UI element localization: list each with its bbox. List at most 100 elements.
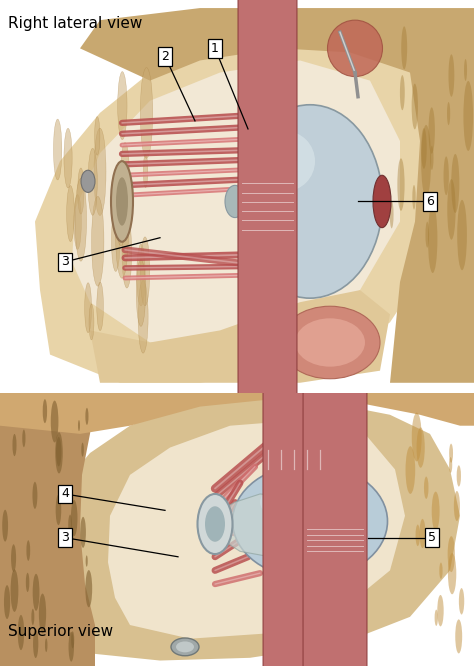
Ellipse shape <box>97 282 103 330</box>
Ellipse shape <box>45 638 47 652</box>
Ellipse shape <box>416 525 420 546</box>
Ellipse shape <box>78 420 80 431</box>
Ellipse shape <box>81 443 84 457</box>
Text: 3: 3 <box>61 255 69 268</box>
Ellipse shape <box>12 434 17 456</box>
Ellipse shape <box>397 159 405 211</box>
Polygon shape <box>72 61 400 342</box>
Polygon shape <box>0 393 474 434</box>
Ellipse shape <box>31 609 34 625</box>
Ellipse shape <box>43 399 47 423</box>
Ellipse shape <box>438 595 444 626</box>
Text: 1: 1 <box>211 42 219 55</box>
Ellipse shape <box>447 102 450 125</box>
Ellipse shape <box>260 483 330 521</box>
Ellipse shape <box>95 117 100 155</box>
Ellipse shape <box>255 131 315 191</box>
Ellipse shape <box>428 107 435 154</box>
Ellipse shape <box>390 200 393 228</box>
Ellipse shape <box>328 20 383 77</box>
Ellipse shape <box>454 491 460 521</box>
Ellipse shape <box>412 185 416 210</box>
Ellipse shape <box>448 553 456 594</box>
Ellipse shape <box>32 482 37 509</box>
Ellipse shape <box>417 428 425 468</box>
Ellipse shape <box>33 629 38 658</box>
Ellipse shape <box>85 283 91 333</box>
Ellipse shape <box>421 128 427 168</box>
Polygon shape <box>215 494 310 557</box>
Ellipse shape <box>449 444 453 463</box>
Polygon shape <box>390 20 474 383</box>
Ellipse shape <box>464 81 473 151</box>
Ellipse shape <box>22 430 26 447</box>
Text: 4: 4 <box>61 488 69 500</box>
Ellipse shape <box>116 177 128 226</box>
Text: Right lateral view: Right lateral view <box>8 16 142 31</box>
Ellipse shape <box>171 638 199 656</box>
Ellipse shape <box>85 570 92 607</box>
Ellipse shape <box>439 563 443 579</box>
Ellipse shape <box>111 161 133 242</box>
Ellipse shape <box>10 569 18 612</box>
Ellipse shape <box>225 185 245 218</box>
Ellipse shape <box>233 464 388 579</box>
Ellipse shape <box>122 218 132 288</box>
Ellipse shape <box>140 237 150 306</box>
FancyBboxPatch shape <box>263 0 337 666</box>
Polygon shape <box>80 8 474 81</box>
Ellipse shape <box>419 519 426 548</box>
Ellipse shape <box>80 517 86 548</box>
Ellipse shape <box>116 166 127 246</box>
Ellipse shape <box>51 400 58 442</box>
Text: 5: 5 <box>428 531 436 544</box>
Ellipse shape <box>430 146 434 170</box>
Ellipse shape <box>121 143 129 206</box>
Ellipse shape <box>86 555 88 567</box>
Ellipse shape <box>56 437 62 466</box>
Ellipse shape <box>85 408 89 425</box>
Polygon shape <box>0 398 95 666</box>
Ellipse shape <box>456 466 461 487</box>
Ellipse shape <box>426 222 429 248</box>
Ellipse shape <box>27 540 30 561</box>
Ellipse shape <box>69 632 74 661</box>
Ellipse shape <box>176 641 194 653</box>
Ellipse shape <box>448 55 454 97</box>
Text: 2: 2 <box>161 50 169 63</box>
Ellipse shape <box>54 119 62 180</box>
FancyBboxPatch shape <box>303 0 367 666</box>
Ellipse shape <box>457 200 467 270</box>
Ellipse shape <box>421 125 431 197</box>
FancyBboxPatch shape <box>238 0 297 666</box>
Ellipse shape <box>400 75 405 111</box>
Ellipse shape <box>455 619 462 653</box>
Ellipse shape <box>449 457 452 473</box>
Ellipse shape <box>71 631 74 648</box>
Ellipse shape <box>75 178 87 261</box>
Polygon shape <box>45 398 460 661</box>
Ellipse shape <box>295 318 365 367</box>
Ellipse shape <box>89 304 94 340</box>
Ellipse shape <box>412 413 422 462</box>
Ellipse shape <box>55 495 61 525</box>
Ellipse shape <box>88 149 97 215</box>
Ellipse shape <box>94 128 106 216</box>
Ellipse shape <box>459 588 464 615</box>
Ellipse shape <box>68 515 72 535</box>
Ellipse shape <box>26 573 29 592</box>
Ellipse shape <box>115 183 128 278</box>
Ellipse shape <box>78 168 84 214</box>
Ellipse shape <box>18 615 24 650</box>
Ellipse shape <box>401 26 407 69</box>
Ellipse shape <box>432 492 439 531</box>
Ellipse shape <box>280 306 380 379</box>
Ellipse shape <box>447 536 455 572</box>
Ellipse shape <box>428 204 438 273</box>
Text: 3: 3 <box>61 531 69 544</box>
Ellipse shape <box>411 84 418 129</box>
Ellipse shape <box>11 544 16 572</box>
Ellipse shape <box>64 129 72 188</box>
Polygon shape <box>90 290 390 383</box>
Ellipse shape <box>205 506 225 541</box>
